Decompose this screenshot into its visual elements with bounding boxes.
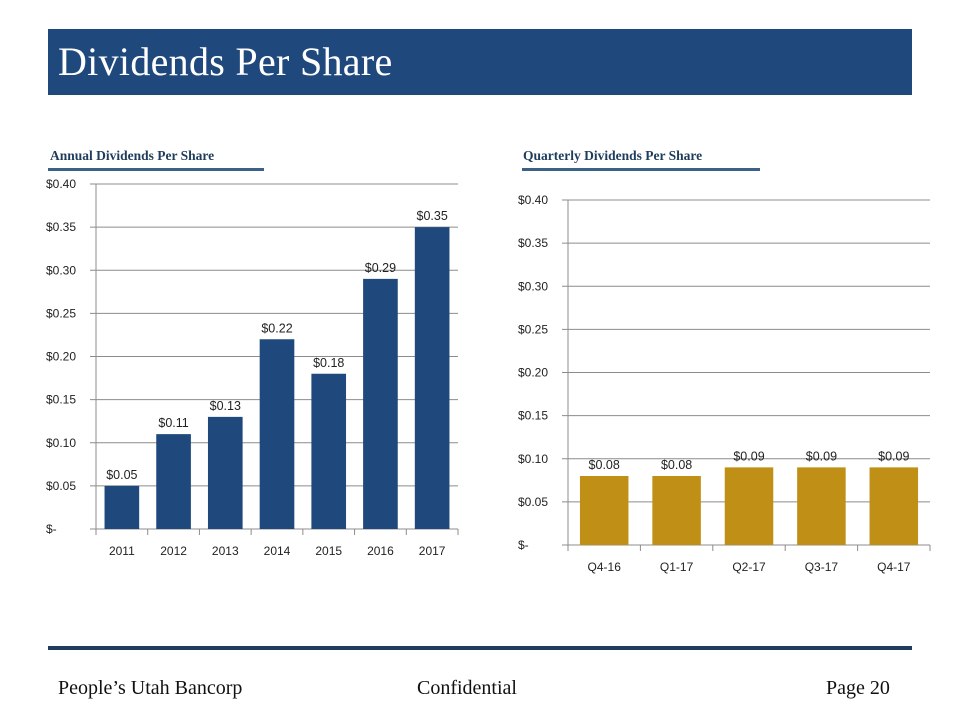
quarterly-x-tick-label: Q2-17 (732, 560, 766, 574)
quarterly-x-tick-label: Q3-17 (805, 560, 839, 574)
quarterly-data-label: $0.08 (589, 458, 620, 472)
annual-y-tick-label: $0.05 (46, 479, 76, 493)
annual-bar (311, 373, 347, 529)
annual-y-tick-label: $0.20 (46, 350, 76, 364)
footer-page-number: Page 20 (826, 677, 890, 699)
annual-bar (414, 227, 450, 529)
annual-x-tick-label: 2015 (315, 544, 342, 558)
quarterly-y-tick-label: $- (518, 538, 529, 552)
annual-bar (207, 416, 243, 529)
title-bar: Dividends Per Share (48, 29, 912, 95)
annual-y-tick-label: $0.35 (46, 220, 76, 234)
footer-confidential: Confidential (417, 677, 517, 699)
quarterly-data-label: $0.09 (733, 449, 764, 463)
quarterly-bar (652, 476, 701, 545)
annual-chart-title: Annual Dividends Per Share (50, 148, 215, 163)
quarterly-y-tick-label: $0.35 (518, 236, 548, 250)
annual-y-tick-label: $0.30 (46, 263, 76, 277)
quarterly-y-tick-label: $0.40 (518, 193, 548, 207)
quarterly-x-tick-label: Q1-17 (660, 560, 694, 574)
quarterly-bar (797, 467, 846, 545)
annual-data-label: $0.13 (210, 399, 241, 413)
footer-divider (48, 646, 912, 650)
quarterly-x-tick-label: Q4-17 (877, 560, 911, 574)
annual-data-label: $0.05 (106, 468, 137, 482)
annual-data-label: $0.18 (313, 356, 344, 370)
footer-company: People’s Utah Bancorp (58, 677, 243, 699)
annual-x-tick-label: 2014 (264, 544, 291, 558)
annual-y-tick-label: $0.40 (46, 177, 76, 191)
quarterly-data-label: $0.08 (661, 458, 692, 472)
quarterly-dividends-chart: $- $0.05 $0.10 $0.15 $0.20 $0.25 $0.30 $0.35 $0.… (518, 193, 931, 574)
annual-bar (259, 339, 295, 529)
quarterly-bar (724, 467, 774, 545)
quarterly-data-label: $0.09 (878, 449, 909, 463)
annual-bar (156, 434, 191, 529)
annual-x-tick-label: 2013 (212, 544, 239, 558)
annual-y-tick-label: $- (46, 522, 57, 536)
quarterly-bar (579, 476, 629, 545)
quarterly-y-tick-label: $0.30 (518, 279, 548, 293)
annual-y-tick-label: $0.25 (46, 306, 76, 320)
quarterly-y-tick-label: $0.05 (518, 495, 548, 509)
annual-data-label: $0.22 (261, 321, 292, 335)
annual-data-label: $0.11 (158, 416, 188, 430)
annual-y-tick-label: $0.15 (46, 393, 76, 407)
annual-x-tick-label: 2017 (419, 544, 446, 558)
slide-title: Dividends Per Share (58, 39, 393, 84)
quarterly-bar (869, 467, 919, 545)
annual-dividends-chart: $- $0.05 $0.10 $0.15 $0.20 $0.25 $0.30 $0.35 $0.… (46, 177, 459, 558)
annual-x-tick-label: 2012 (160, 544, 187, 558)
quarterly-chart-title-underline (522, 168, 760, 171)
annual-data-label: $0.35 (417, 209, 448, 223)
quarterly-y-tick-label: $0.25 (518, 322, 548, 336)
quarterly-x-tick-label: Q4-16 (588, 560, 622, 574)
quarterly-chart-title: Quarterly Dividends Per Share (523, 148, 703, 163)
quarterly-y-tick-label: $0.10 (518, 452, 548, 466)
quarterly-y-tick-label: $0.15 (518, 409, 548, 423)
annual-data-label: $0.29 (365, 261, 396, 275)
annual-bar (363, 278, 398, 529)
annual-x-tick-label: 2016 (367, 544, 394, 558)
quarterly-y-tick-label: $0.20 (518, 366, 548, 380)
annual-bar (104, 485, 140, 529)
annual-y-tick-label: $0.10 (46, 436, 76, 450)
quarterly-data-label: $0.09 (806, 449, 837, 463)
annual-x-tick-label: 2011 (109, 544, 135, 558)
annual-chart-title-underline (48, 168, 264, 171)
